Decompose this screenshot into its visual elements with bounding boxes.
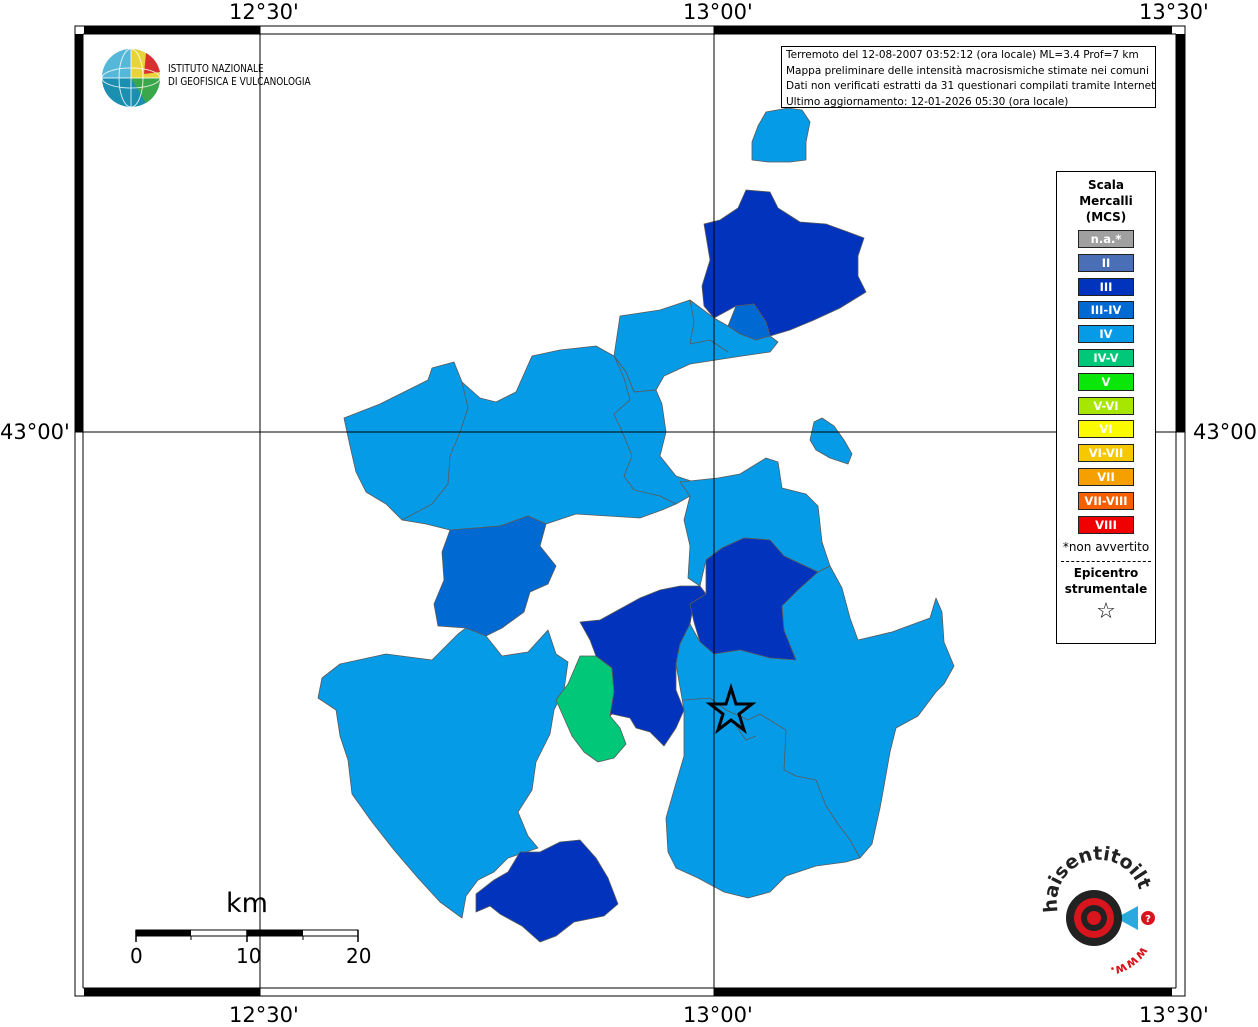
lon-label-bottom-1: 12°30' [229,1003,299,1027]
legend-swatch: V [1078,372,1134,391]
legend-swatch: VIII [1078,515,1134,534]
legend-star-icon: ☆ [1096,599,1116,625]
ingv-line-2: DI GEOFISICA E VULCANOLOGIA [168,76,311,88]
legend-swatch: VII-VIII [1078,491,1134,510]
legend-separator [1061,561,1151,563]
legend-swatch: VI-VII [1078,444,1134,463]
comune-polygon-iii-iv [433,515,557,637]
frame-bar-left-1 [75,34,83,432]
lon-label-bottom-3: 13°30' [1139,1003,1209,1027]
legend-items: n.a.* II III III-IV IV IV-V V V-VI VI VI-VII VII VI… [1057,230,1155,534]
ingv-logo-text: ISTITUTO NAZIONALE DI GEOFISICA E VULCAN… [168,63,311,89]
legend-swatch: III-IV [1078,301,1134,320]
comune-boundary [613,355,677,505]
lon-label-bottom-2: 13°00' [683,1003,753,1027]
info-line-1: Terremoto del 12-08-2007 03:52:12 (ora l… [786,49,1139,61]
legend-swatch: VII [1078,467,1134,486]
lat-label-left: 43°00' [0,420,70,444]
mcs-legend: Scala Mercalli (MCS) n.a.* II III III-IV IV I… [1056,171,1156,644]
comune-polygon-iv [317,627,569,919]
frame-bar-top-2 [714,26,1172,34]
frame-bar-bottom-2 [714,988,1172,996]
scale-tick-10: 10 [236,944,262,968]
comune-boundary [689,299,729,353]
comune-polygon-iii [701,189,867,337]
legend-title-2: Mercalli [1079,194,1133,208]
legend-title-1: Scala [1087,178,1125,192]
legend-swatch: VI [1078,420,1134,439]
event-info-box: Terremoto del 12-08-2007 03:52:12 (ora l… [781,46,1156,108]
comune-boundary [683,697,861,859]
legend-swatch: n.a.* [1078,230,1134,248]
legend-note: *non avvertito [1062,540,1150,555]
comune-polygon-iv [751,107,811,163]
frame-bar-bottom-1 [84,988,260,996]
legend-swatch: II [1078,253,1134,272]
legend-swatch: V-VI [1078,396,1134,415]
legend-title-3: (MCS) [1085,210,1127,224]
comune-boundary [735,725,757,741]
legend-swatch: IV [1078,325,1134,344]
legend-swatch: III [1078,277,1134,296]
svg-text:?: ? [1145,914,1151,925]
lon-label-top-1: 12°30' [229,0,299,24]
legend-title: Scala Mercalli (MCS) [1057,177,1155,225]
lat-label-right: 43°00' [1193,420,1258,444]
info-line-2: Mappa preliminare delle intensità macros… [786,64,1149,77]
comune-polygon-iv [665,565,955,899]
frame-bar-top-1 [84,26,260,34]
legend-swatch: IV-V [1078,348,1134,367]
info-line-4: Ultimo aggiornamento: 12-01-2026 05:30 (… [786,95,1069,108]
comune-polygon-iv [809,417,853,465]
legend-epi-2: strumentale [1064,582,1148,597]
comune-polygon-iii [475,839,619,943]
frame-bar-right-1 [1176,34,1185,432]
info-line-3: Dati non verificati estratti da 31 quest… [786,80,1156,93]
scale-tick-20: 20 [346,944,372,968]
lon-label-top-3: 13°30' [1139,0,1209,24]
scale-tick-0: 0 [130,944,143,968]
epicenter-star-icon [705,682,757,735]
scale-bar [135,929,359,942]
legend-epi-1: Epicentro [1073,566,1139,581]
ingv-line-1: ISTITUTO NAZIONALE [168,63,264,75]
lon-label-top-2: 13°00' [683,0,753,24]
ingv-logo-icon [101,48,161,108]
legend-epicenter-label: Epicentro strumentale [1057,565,1155,597]
comune-boundary [401,381,469,521]
comune-polygon-iv [343,345,719,531]
scalebar-title: km [226,888,268,919]
